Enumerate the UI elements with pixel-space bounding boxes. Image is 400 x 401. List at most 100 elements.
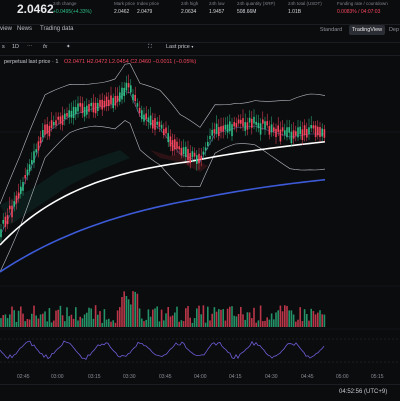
time-tick: 03:15 — [88, 374, 101, 380]
candle-body — [2, 220, 4, 224]
tab-news[interactable]: News — [17, 26, 33, 32]
candle-body — [301, 129, 304, 140]
volume-bar — [290, 310, 293, 327]
oscillator-pane — [0, 338, 400, 363]
volume-bar — [299, 307, 301, 327]
view-tradingview-button[interactable]: TradingView — [349, 25, 385, 35]
candle-body — [123, 87, 125, 97]
last-price: 2.0462 — [17, 2, 54, 16]
candle-body — [244, 122, 246, 131]
volume-bar — [83, 314, 86, 327]
candle-body — [297, 127, 299, 138]
view-standard-button[interactable]: Standard — [319, 27, 343, 33]
candle-body — [310, 125, 312, 129]
tab-trading-data[interactable]: Trading data — [40, 26, 74, 32]
volume-bar — [308, 320, 310, 327]
candle-body — [213, 129, 216, 134]
volume-bar — [196, 308, 198, 327]
ichimoku-cloud — [0, 150, 208, 225]
volume-bar — [180, 320, 183, 327]
candle-body — [264, 121, 266, 130]
volume-bar — [53, 320, 55, 327]
candle-body — [218, 127, 220, 137]
candle-body — [141, 110, 143, 120]
candle-body — [286, 127, 288, 138]
volume-bar — [66, 307, 68, 327]
candle-body — [303, 125, 306, 136]
volume-bar — [110, 321, 112, 327]
candle-body — [4, 216, 7, 227]
volume-bar — [127, 299, 130, 327]
candle-body — [268, 126, 271, 135]
volume-bar — [279, 305, 282, 327]
moving-averages — [0, 140, 326, 273]
volume-bar — [105, 319, 108, 327]
bollinger-upper-line — [0, 63, 326, 205]
candle-body — [28, 164, 31, 172]
candle-body — [281, 127, 284, 132]
candle-body — [88, 104, 90, 112]
volume-bar — [44, 311, 46, 327]
volume-bar — [163, 320, 165, 327]
candle-body — [121, 87, 123, 100]
volume-bar — [152, 309, 154, 327]
volume-bar — [224, 320, 227, 327]
candle-body — [119, 92, 121, 102]
volume-bar — [97, 314, 99, 327]
candle-body — [55, 120, 57, 126]
volume-bar — [284, 305, 286, 327]
view-depth-button[interactable]: Dep — [388, 27, 400, 33]
candle-body — [143, 114, 145, 122]
candle-body — [248, 117, 251, 123]
volume-bar — [171, 315, 174, 327]
chart-settings-icon[interactable]: ✦ — [66, 44, 71, 50]
candle-body — [6, 215, 9, 225]
chevron-down-icon: ▾ — [191, 44, 194, 49]
time-tick: 03:45 — [159, 374, 172, 380]
volume-bar — [226, 308, 229, 327]
candle-body — [97, 102, 99, 112]
price-source-select[interactable]: Last price ▾ — [166, 44, 193, 50]
volume-bar — [114, 322, 117, 327]
volume-bar — [28, 319, 31, 327]
price-chart[interactable] — [0, 54, 400, 373]
volume-bar — [90, 308, 92, 327]
stat-label-funding: Funding rate / countdown — [337, 1, 388, 6]
volume-bar — [273, 319, 275, 327]
slow-moving-average-line — [0, 178, 326, 273]
more-intervals-icon[interactable]: ⋯ — [27, 44, 33, 50]
candle-body — [204, 147, 207, 151]
volume-bar — [77, 320, 79, 327]
candle-body — [130, 85, 132, 93]
timezone-clock[interactable]: 04:52:56 (UTC+9) — [339, 389, 388, 395]
interval-button[interactable]: s — [2, 44, 5, 50]
volume-bar — [204, 322, 207, 327]
candle-body — [277, 125, 279, 133]
candle-body — [112, 97, 114, 109]
volume-bar — [251, 318, 253, 327]
volume-bar — [202, 305, 205, 327]
volume-bar — [145, 319, 147, 327]
volume-bar — [233, 315, 235, 327]
volume-bar — [229, 306, 231, 327]
tab-overview[interactable]: view — [0, 26, 13, 32]
volume-bar — [306, 314, 308, 327]
fullscreen-icon[interactable]: ⛶ — [148, 44, 152, 50]
volume-bar — [297, 319, 299, 327]
volume-bar — [42, 313, 44, 327]
candle-body — [108, 99, 110, 106]
volume-bar — [268, 319, 271, 327]
candle-body — [79, 102, 81, 107]
volume-bar — [46, 321, 48, 327]
candle-body — [17, 192, 20, 199]
volume-bar — [270, 313, 273, 327]
time-tick: 04:30 — [265, 374, 278, 380]
price-source-label: Last price — [166, 44, 190, 50]
volume-bar — [231, 306, 233, 327]
indicators-icon[interactable]: fx — [43, 44, 48, 50]
volume-bar — [281, 311, 284, 327]
volume-bar — [189, 317, 191, 327]
candle-body — [0, 229, 2, 238]
interval-1d-button[interactable]: 1D — [12, 44, 20, 50]
volume-bar — [13, 310, 15, 327]
